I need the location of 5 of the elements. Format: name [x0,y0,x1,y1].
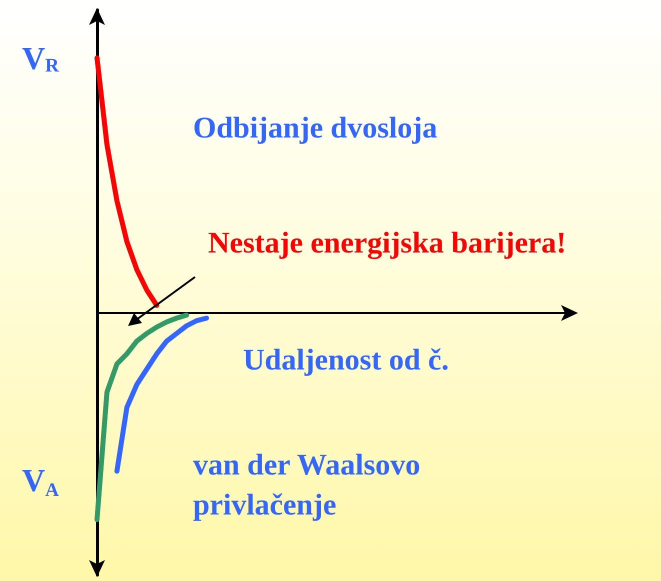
annotation: van der Waalsovo privlačenje [193,448,428,522]
y-axis-title: VR [22,40,60,76]
x-axis-title: Udaljenost od č. [243,344,449,376]
annotation: Nestaje energijska barijera! [208,226,566,260]
annotation: Odbijanje dvosloja [193,112,438,144]
